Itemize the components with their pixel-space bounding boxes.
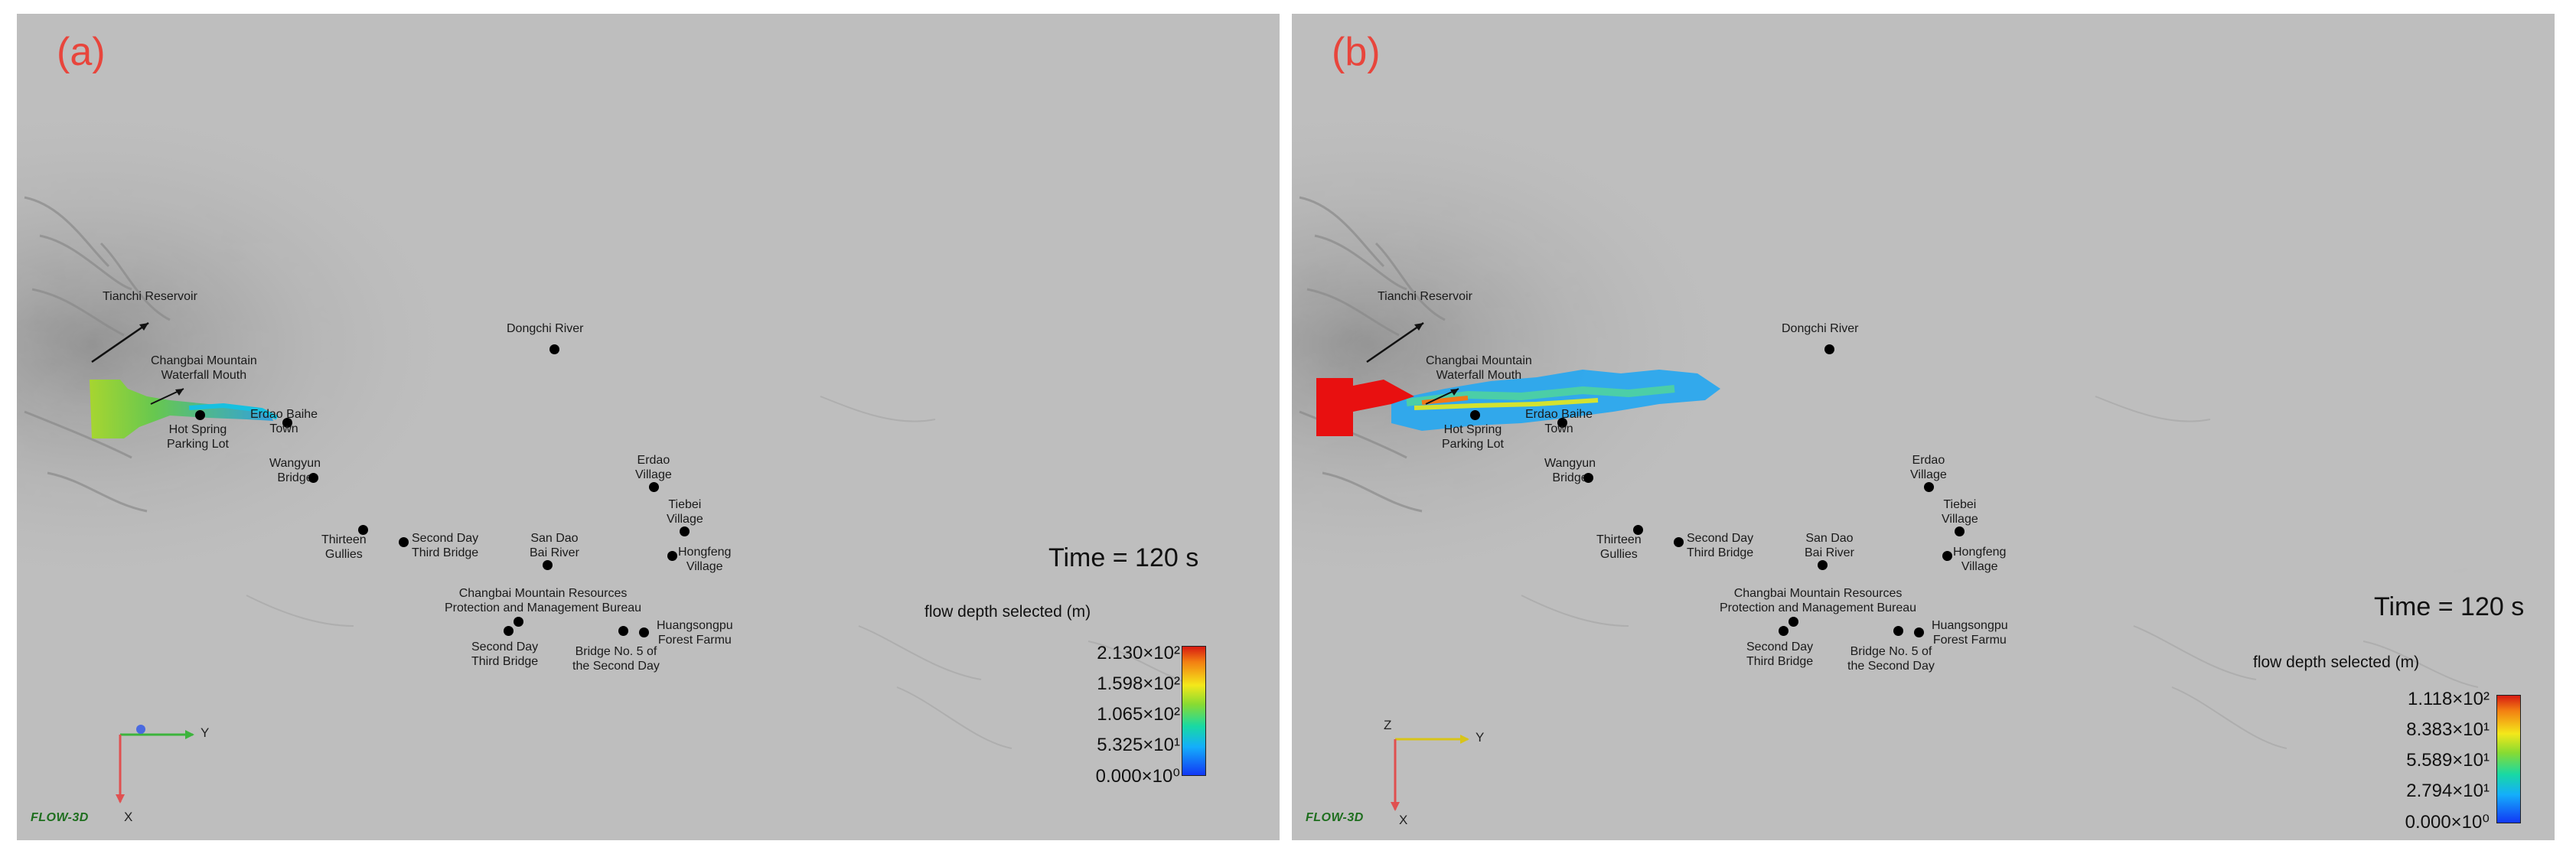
marker-huangsongpu <box>639 627 649 637</box>
legend-tick: 5.589×10¹ <box>2406 750 2490 771</box>
flow-overlay <box>90 321 279 803</box>
tianchi-arrow <box>91 321 149 363</box>
legend-tick: 0.000×10⁰ <box>2405 812 2490 833</box>
legend-colorbar <box>2496 695 2521 823</box>
marker-wangyun-bridge <box>308 473 318 483</box>
place-wangyun-bridge: Wangyun Bridge <box>1544 457 1596 484</box>
flow3d-logo: FLOW-3D <box>31 811 89 824</box>
place-hongfeng-village: Hongfeng Village <box>678 546 732 573</box>
flood-extent <box>90 380 273 438</box>
marker-hongfeng-village <box>1942 551 1952 561</box>
place-second-day-third-bridge: Second Day Third Bridge <box>412 532 479 559</box>
axis-label-z: Z <box>1384 718 1392 732</box>
legend-colorbar <box>1182 646 1206 776</box>
place-dongchi-river: Dongchi River <box>507 322 584 335</box>
time-readout: Time = 120 s <box>2374 592 2525 621</box>
legend-tick: 5.325×10¹ <box>1097 735 1180 755</box>
marker-erdao-baihe <box>282 418 292 428</box>
marker-second-day-third-bridge <box>1674 537 1684 547</box>
place-huangsongpu-forest-farm: Huangsongpu Forest Farmu <box>657 619 733 647</box>
flow3d-logo: FLOW-3D <box>1306 811 1364 824</box>
place-san-dao-bai-river: San Dao Bai River <box>1805 532 1854 559</box>
place-thirteen-gullies: Thirteen Gullies <box>1596 533 1642 561</box>
marker-hot-spring <box>1470 410 1480 420</box>
axis-triad <box>1391 735 1469 811</box>
place-bridge-no5: Bridge No. 5 of the Second Day <box>572 645 660 673</box>
panel-a: (a) Tianchi Reservoir Dongchi River Chan… <box>17 14 1280 840</box>
marker-erdao-baihe <box>1557 418 1567 428</box>
legend-tick: 1.598×10² <box>1097 673 1180 694</box>
marker-hot-spring <box>195 410 205 420</box>
marker-huangsongpu <box>1914 627 1924 637</box>
marker-tiebei-village <box>1955 526 1965 536</box>
place-management-bureau: Changbai Mountain Resources Protection a… <box>1720 587 1917 614</box>
axis-triad <box>116 725 194 803</box>
legend-title: flow depth selected (m) <box>2253 654 2420 671</box>
panel-label: (a) <box>57 30 106 74</box>
marker-hongfeng-village <box>667 551 677 561</box>
place-management-bureau: Changbai Mountain Resources Protection a… <box>445 587 642 614</box>
place-tianchi-reservoir: Tianchi Reservoir <box>1378 290 1472 303</box>
marker-management-bureau <box>1789 617 1798 627</box>
place-second-day-third-bridge: Second Day Third Bridge <box>1687 532 1754 559</box>
marker-san-dao-bai-river <box>1818 560 1828 570</box>
legend-tick: 2.130×10² <box>1097 643 1180 663</box>
marker-dongchi-river <box>549 344 559 354</box>
place-hot-spring-parking: Hot Spring Parking Lot <box>167 423 229 451</box>
axis-label-x: X <box>124 810 133 824</box>
place-erdao-baihe-town: Erdao Baihe Town <box>250 408 318 435</box>
place-second-day-third-bridge-2: Second Day Third Bridge <box>471 640 539 668</box>
place-san-dao-bai-river: San Dao Bai River <box>530 532 579 559</box>
legend-tick: 8.383×10¹ <box>2406 719 2490 740</box>
legend-tick: 2.794×10¹ <box>2406 781 2490 801</box>
place-tiebei-village: Tiebei Village <box>667 498 703 526</box>
place-erdao-village: Erdao Village <box>635 454 672 481</box>
terrain-hillshade <box>1292 14 2555 840</box>
marker-bridge-no5 <box>1893 626 1903 636</box>
place-thirteen-gullies: Thirteen Gullies <box>321 533 367 561</box>
terrain-hillshade <box>17 14 1280 840</box>
panel-label: (b) <box>1332 30 1381 74</box>
marker-second-day-third-bridge <box>399 537 409 547</box>
legend-tick: 1.118×10² <box>2408 689 2490 709</box>
axis-label-y: Y <box>1475 730 1485 745</box>
place-second-day-third-bridge-2: Second Day Third Bridge <box>1746 640 1814 668</box>
time-readout: Time = 120 s <box>1048 543 1199 572</box>
legend-tick: 0.000×10⁰ <box>1095 766 1180 787</box>
marker-second-day-third-bridge-2 <box>504 626 514 636</box>
place-hot-spring-parking: Hot Spring Parking Lot <box>1442 423 1504 451</box>
marker-wangyun-bridge <box>1583 473 1593 483</box>
marker-dongchi-river <box>1824 344 1834 354</box>
place-tianchi-reservoir: Tianchi Reservoir <box>103 290 197 303</box>
legend-title: flow depth selected (m) <box>924 603 1091 621</box>
marker-thirteen-gullies <box>358 525 368 535</box>
marker-erdao-village <box>1924 482 1934 492</box>
marker-san-dao-bai-river <box>543 560 553 570</box>
axis-label-y: Y <box>201 725 210 740</box>
place-wangyun-bridge: Wangyun Bridge <box>269 457 321 484</box>
legend-tick: 1.065×10² <box>1097 704 1180 725</box>
marker-thirteen-gullies <box>1633 525 1643 535</box>
place-erdao-baihe-town: Erdao Baihe Town <box>1525 408 1593 435</box>
marker-erdao-village <box>649 482 659 492</box>
place-waterfall-mouth: Changbai Mountain Waterfall Mouth <box>1426 354 1532 382</box>
place-dongchi-river: Dongchi River <box>1782 322 1859 335</box>
marker-tiebei-village <box>680 526 690 536</box>
marker-management-bureau <box>514 617 523 627</box>
place-bridge-no5: Bridge No. 5 of the Second Day <box>1847 645 1935 673</box>
tianchi-arrow <box>1366 321 1424 363</box>
axis-label-x: X <box>1399 813 1408 827</box>
place-waterfall-mouth: Changbai Mountain Waterfall Mouth <box>151 354 257 382</box>
place-huangsongpu-forest-farm: Huangsongpu Forest Farmu <box>1932 619 2008 647</box>
place-erdao-village: Erdao Village <box>1910 454 1947 481</box>
marker-bridge-no5 <box>618 626 628 636</box>
panel-b: (b) Tianchi Reservoir Dongchi River Chan… <box>1292 14 2555 840</box>
reservoir-breach <box>1316 378 1353 436</box>
place-hongfeng-village: Hongfeng Village <box>1953 546 2007 573</box>
place-tiebei-village: Tiebei Village <box>1942 498 1978 526</box>
marker-second-day-third-bridge-2 <box>1779 626 1789 636</box>
